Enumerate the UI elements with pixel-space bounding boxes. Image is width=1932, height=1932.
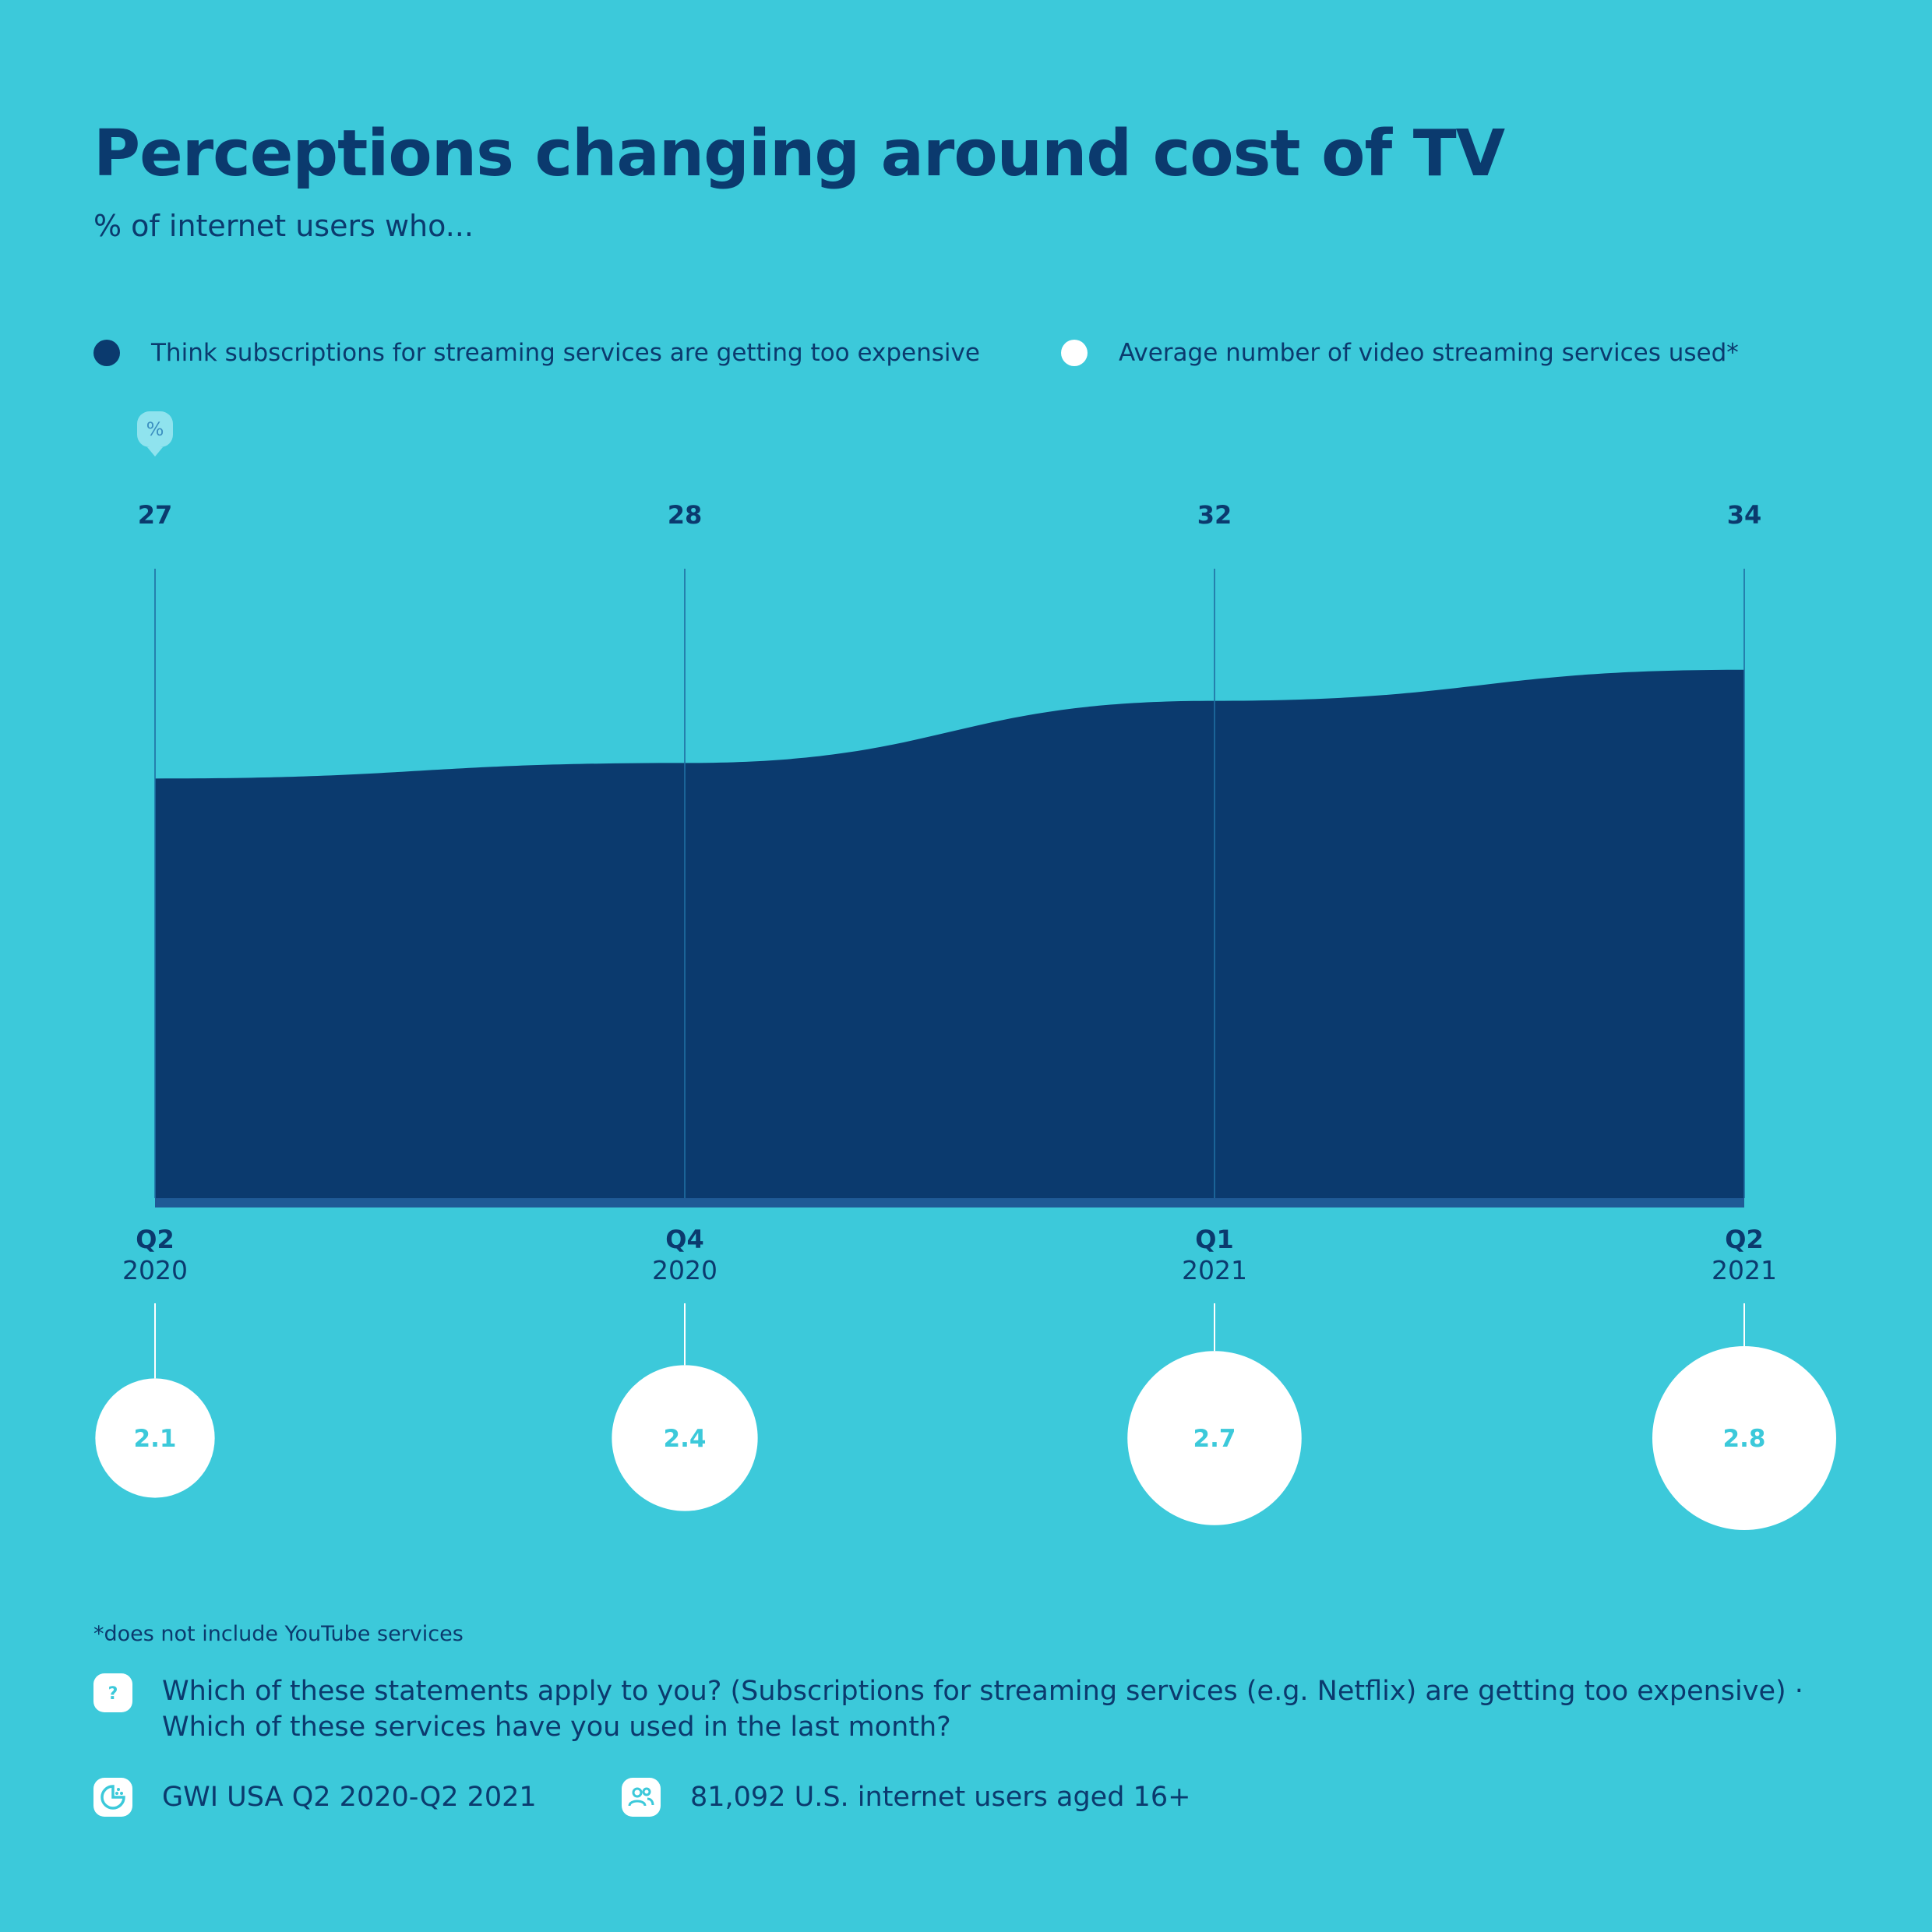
legend-label-avg-services: Average number of video streaming servic… (1119, 339, 1739, 367)
question-icon: ? (93, 1673, 132, 1712)
area-series-expensive (155, 669, 1744, 1198)
bubble-label-2: 2.7 (1193, 1425, 1236, 1453)
bubble-label-0: 2.1 (134, 1425, 177, 1453)
legend-item-expensive: Think subscriptions for streaming servic… (93, 337, 980, 369)
unit-badge-bg (137, 411, 173, 447)
source-row: GWI USA Q2 2020-Q2 2021 (93, 1778, 537, 1817)
page-subtitle: % of internet users who... (93, 209, 474, 243)
percent-badge-icon: % (146, 418, 164, 440)
legend-item-avg-services: Average number of video streaming servic… (1061, 337, 1739, 369)
question-row: ? Which of these statements apply to you… (93, 1673, 1837, 1745)
value-label-0: 27 (138, 500, 173, 530)
legend-dot-white-icon (1061, 340, 1088, 366)
x-label-year-1: 2020 (652, 1255, 717, 1285)
value-label-1: 28 (668, 500, 703, 530)
question-text: Which of these statements apply to you? … (162, 1676, 1803, 1743)
bubble-label-3: 2.8 (1723, 1425, 1766, 1453)
pie-chart-icon (93, 1778, 132, 1817)
legend-label-expensive: Think subscriptions for streaming servic… (151, 339, 980, 367)
unit-badge-pointer (147, 447, 163, 457)
svg-text:?: ? (108, 1684, 118, 1704)
people-icon (622, 1778, 661, 1817)
x-label-quarter-3: Q2 (1725, 1225, 1763, 1254)
x-label-quarter-0: Q2 (136, 1225, 174, 1254)
bubble-3 (1652, 1346, 1836, 1530)
x-label-quarter-2: Q1 (1195, 1225, 1233, 1254)
sample-text: 81,092 U.S. internet users aged 16+ (690, 1782, 1191, 1813)
bubble-1 (612, 1365, 758, 1511)
bubble-2 (1127, 1351, 1302, 1525)
legend-dot-navy-icon (93, 340, 120, 366)
bubble-0 (95, 1378, 215, 1498)
unit-badge: % (137, 411, 173, 457)
value-label-3: 34 (1727, 500, 1762, 530)
footnote: *does not include YouTube services (93, 1622, 464, 1646)
bubble-label-1: 2.4 (664, 1425, 707, 1453)
x-label-quarter-1: Q4 (665, 1225, 703, 1254)
x-label-year-2: 2021 (1182, 1255, 1247, 1285)
source-text: GWI USA Q2 2020-Q2 2021 (162, 1782, 537, 1813)
x-label-year-0: 2020 (122, 1255, 188, 1285)
x-label-year-3: 2021 (1712, 1255, 1777, 1285)
sample-row: 81,092 U.S. internet users aged 16+ (622, 1778, 1190, 1817)
chart-baseline (155, 1198, 1744, 1208)
page-title: Perceptions changing around cost of TV (93, 117, 1505, 191)
value-label-2: 32 (1197, 500, 1232, 530)
